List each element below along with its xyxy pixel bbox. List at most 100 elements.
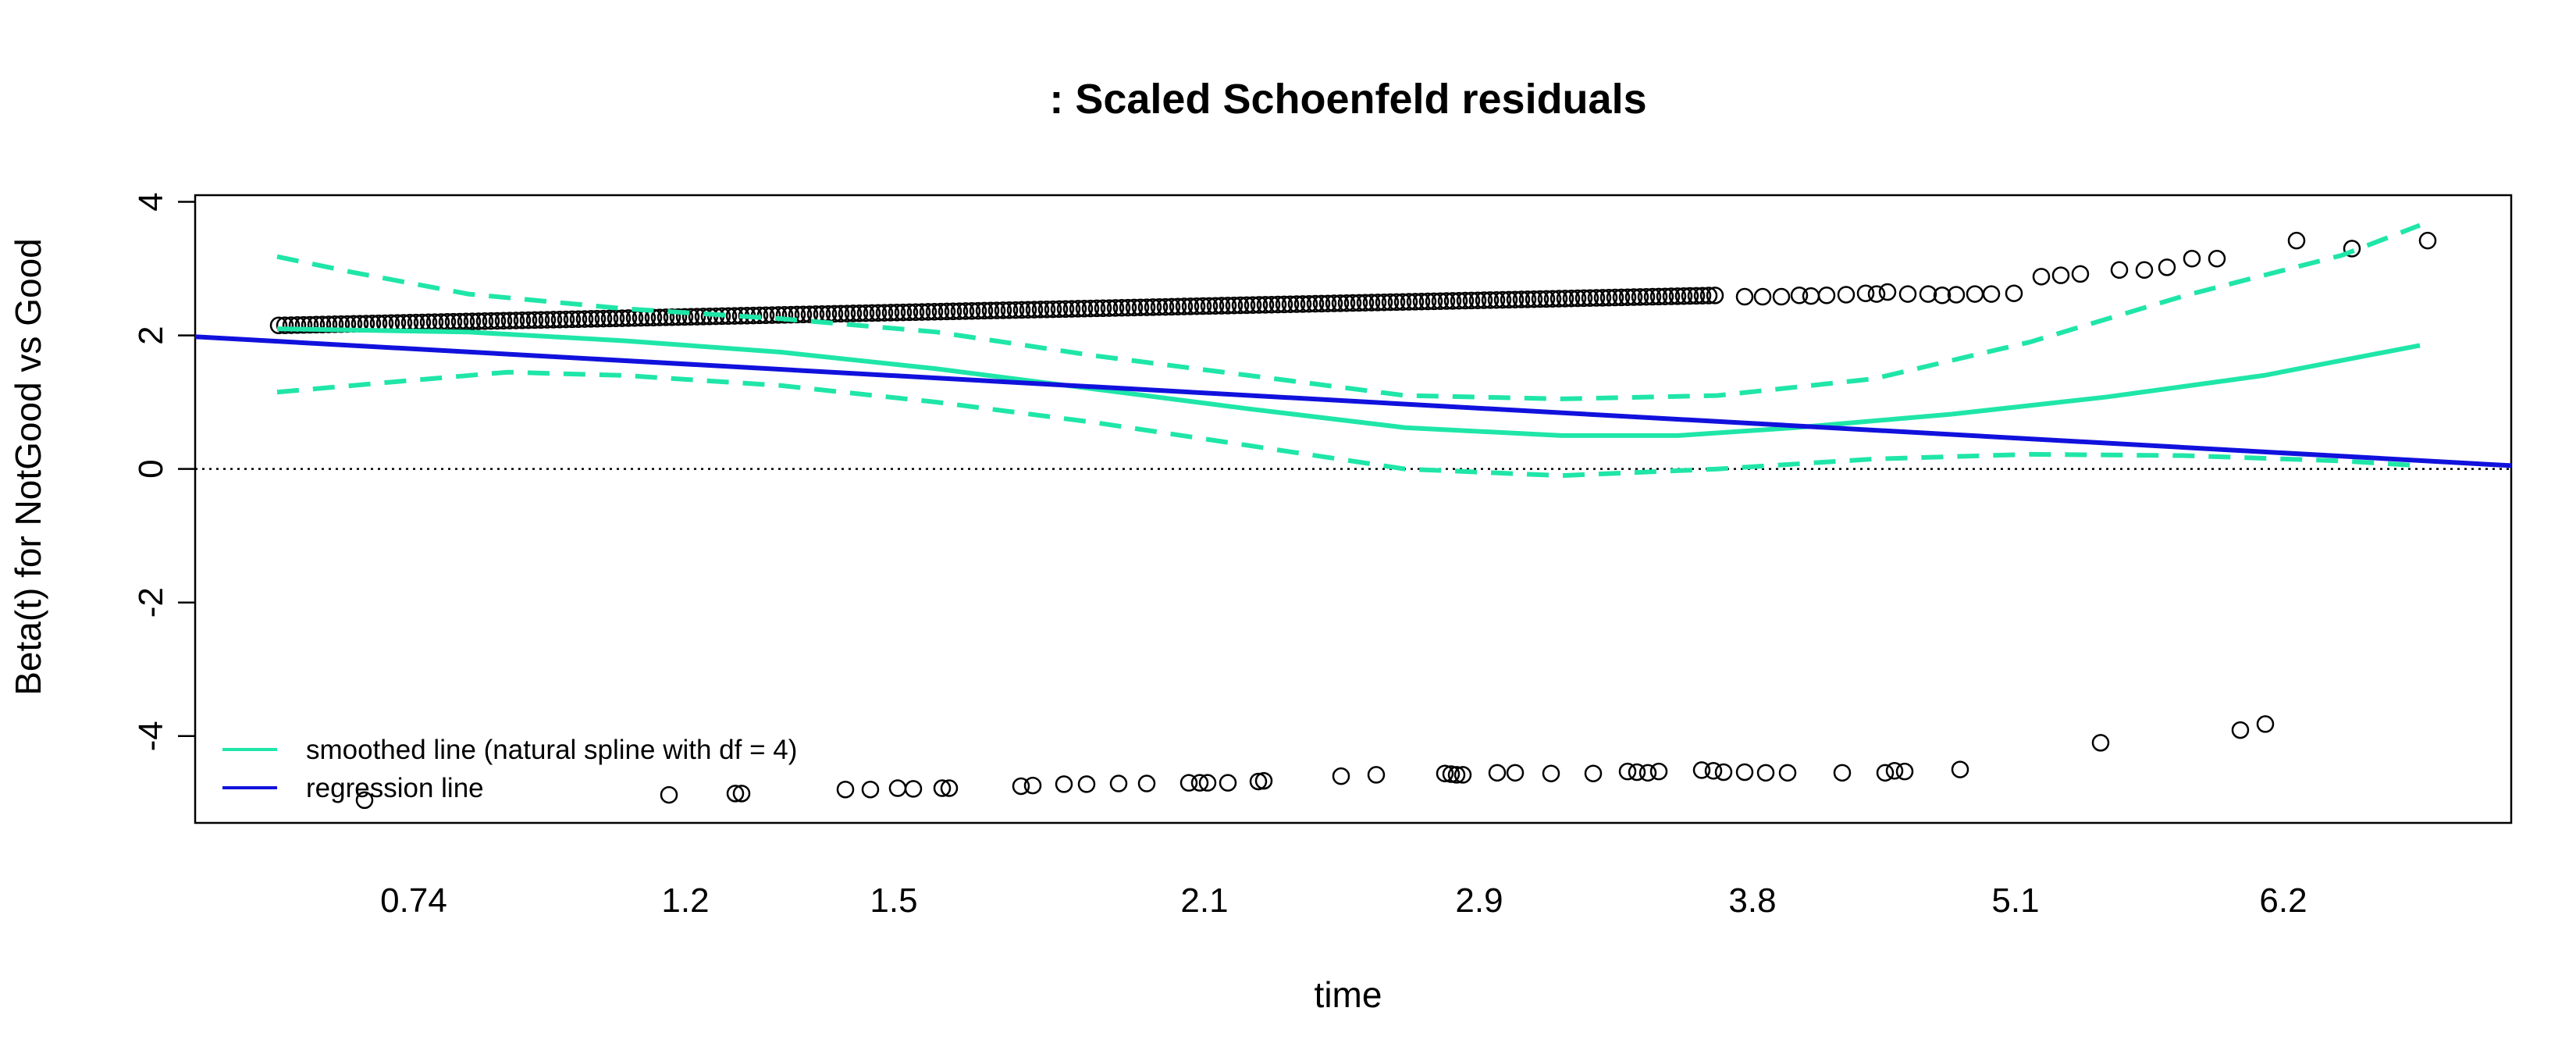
residual-point xyxy=(831,304,850,323)
residual-point xyxy=(1077,775,1096,793)
residual-point xyxy=(994,301,1012,319)
residual-point xyxy=(969,301,987,320)
residual-point xyxy=(1150,297,1169,316)
residual-point xyxy=(1487,290,1506,309)
residual-point xyxy=(2032,268,2051,286)
residual-point xyxy=(788,305,806,324)
residual-point xyxy=(1050,300,1069,319)
residual-point xyxy=(1012,301,1031,319)
residual-point xyxy=(500,312,519,329)
residual-point xyxy=(519,311,538,329)
residual-point xyxy=(869,304,888,322)
residual-point xyxy=(904,780,923,798)
residual-point xyxy=(1250,296,1268,314)
residual-point xyxy=(1219,774,1237,792)
residual-point xyxy=(888,303,906,322)
x-axis-label: time xyxy=(1315,974,1382,1015)
residual-point xyxy=(1475,291,1493,309)
residual-point xyxy=(1753,287,1772,306)
residual-point xyxy=(1699,287,1718,304)
residual-point xyxy=(950,302,969,320)
y-tick-label: -4 xyxy=(132,721,170,751)
residual-point xyxy=(550,311,569,329)
residual-point xyxy=(1599,288,1618,307)
residual-point xyxy=(888,779,907,797)
residual-point xyxy=(1406,293,1425,311)
residual-point xyxy=(1618,762,1637,781)
residual-point xyxy=(1833,764,1852,782)
residual-point xyxy=(1556,290,1574,308)
residual-point xyxy=(1000,301,1019,319)
x-tick-label: 3.8 xyxy=(1728,881,1776,920)
x-tick-label: 6.2 xyxy=(2259,881,2307,920)
residual-point xyxy=(575,310,594,328)
residual-point xyxy=(507,312,525,329)
x-tick-label: 1.2 xyxy=(661,881,709,920)
residual-point xyxy=(1012,777,1030,796)
residual-point xyxy=(1668,287,1687,305)
residual-point xyxy=(1518,290,1537,308)
residual-point xyxy=(1350,294,1368,312)
residual-point xyxy=(1249,772,1268,791)
residual-point xyxy=(1649,287,1668,306)
residual-points xyxy=(269,231,2437,810)
residual-point xyxy=(2158,258,2176,276)
residual-point xyxy=(1450,291,1468,310)
residual-point xyxy=(900,303,919,322)
residual-point xyxy=(1219,297,1237,315)
residual-point xyxy=(1624,288,1643,306)
residual-point xyxy=(856,304,875,322)
residual-point xyxy=(1156,297,1175,316)
residual-point xyxy=(650,308,669,326)
residual-point xyxy=(1885,762,1904,780)
residual-point xyxy=(1692,761,1711,779)
residual-point xyxy=(569,310,588,329)
residual-point xyxy=(563,310,582,329)
residual-point xyxy=(1612,288,1631,307)
residual-point xyxy=(1019,301,1037,319)
residual-point xyxy=(1562,289,1581,308)
residual-point xyxy=(2110,261,2129,280)
residual-point xyxy=(1802,287,1820,305)
residual-point xyxy=(987,301,1006,319)
residual-point xyxy=(1919,285,1937,303)
residual-point xyxy=(763,306,781,324)
residual-point xyxy=(1144,298,1162,316)
residual-point xyxy=(1112,298,1131,317)
residual-point xyxy=(1162,297,1181,316)
residual-point xyxy=(1412,292,1431,311)
residual-point xyxy=(538,311,557,329)
residual-point xyxy=(1044,300,1062,319)
residual-point xyxy=(1256,296,1275,314)
residual-point xyxy=(294,315,313,334)
residual-point xyxy=(1506,764,1525,782)
residual-point xyxy=(1525,290,1543,308)
residual-point xyxy=(1568,289,1587,308)
residual-point xyxy=(775,306,794,324)
residual-point xyxy=(2418,231,2437,250)
residual-point xyxy=(1254,771,1273,790)
residual-point xyxy=(2005,284,2023,302)
residual-point xyxy=(1543,290,1562,308)
residual-point xyxy=(1706,287,1724,304)
residual-point xyxy=(1169,297,1187,315)
residual-point xyxy=(1131,298,1150,316)
residual-point xyxy=(1898,285,1917,303)
residual-point xyxy=(1468,291,1487,309)
residual-point xyxy=(1325,294,1343,312)
residual-point xyxy=(1275,295,1293,314)
residual-point xyxy=(1367,766,1386,784)
residual-point xyxy=(457,312,475,331)
residual-point xyxy=(931,302,950,321)
residual-point xyxy=(1075,299,1094,318)
residual-point xyxy=(940,779,959,797)
residual-point xyxy=(1300,294,1318,313)
residual-point xyxy=(1876,764,1895,782)
residual-point xyxy=(1878,283,1897,301)
legend: smoothed line (natural spline with df = … xyxy=(222,735,797,803)
residual-point xyxy=(1306,294,1325,313)
y-tick-label: 0 xyxy=(132,459,170,478)
residual-point xyxy=(1137,298,1156,316)
x-tick-label: 0.74 xyxy=(380,881,447,920)
residual-point xyxy=(1368,294,1387,312)
